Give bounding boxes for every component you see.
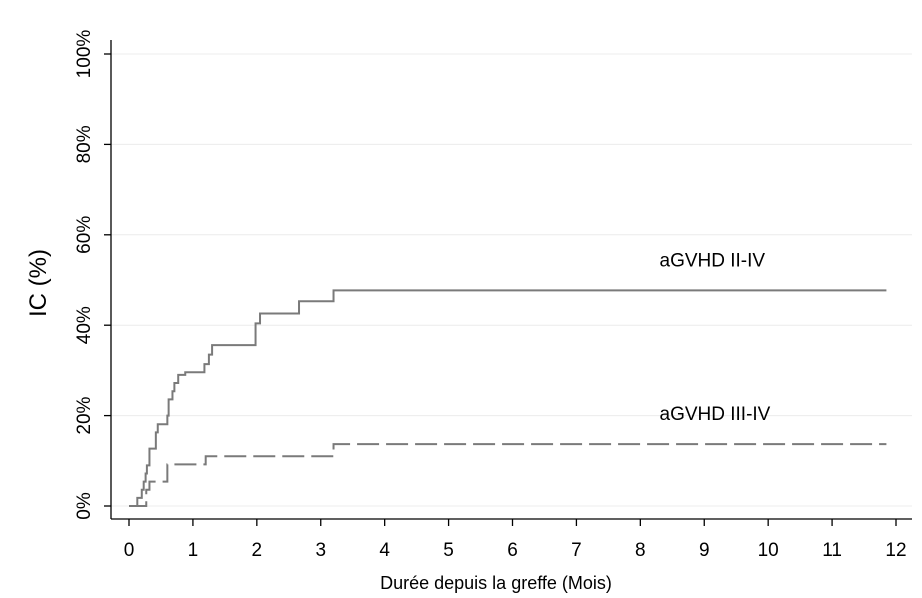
series-label-agvhd-iii-iv: aGVHD III-IV <box>660 404 771 425</box>
x-tick-label: 2 <box>252 540 263 561</box>
x-tick-label: 10 <box>758 540 779 561</box>
x-tick-label: 12 <box>885 540 906 561</box>
axes: 0%20%40%60%80%100%0 1 2 3 4 5 6 7 8 9 10 11 12 <box>74 30 912 561</box>
x-axis-title: Durée depuis la greffe (Mois) <box>380 573 612 593</box>
x-tick-label: 11 <box>822 540 842 561</box>
y-tick-label: 0% <box>74 492 95 520</box>
x-tick-label: 0 <box>124 540 135 561</box>
series-label-agvhd-ii-iv: aGVHD II-IV <box>660 250 766 271</box>
x-tick-label: 5 <box>443 540 454 561</box>
x-tick-label: 3 <box>315 540 326 561</box>
y-tick-label: 60% <box>74 216 95 254</box>
x-tick-label: 8 <box>635 540 646 561</box>
x-tick-label: 1 <box>188 540 199 561</box>
y-tick-label: 20% <box>74 396 95 434</box>
x-tick-label: 4 <box>379 540 390 561</box>
series-line-agvhd-iii-iv <box>129 443 887 507</box>
series-group <box>129 289 887 507</box>
x-tick-label: 7 <box>571 540 582 561</box>
y-tick-label: 40% <box>74 306 95 344</box>
y-tick-label: 80% <box>74 125 95 163</box>
x-tick-label: 9 <box>699 540 710 561</box>
y-tick-label: 100% <box>74 30 95 79</box>
series-line-agvhd-ii-iv <box>129 289 887 507</box>
x-tick-label: 6 <box>507 540 518 561</box>
labels-group: aGVHD II-IV aGVHD III-IV <box>660 250 771 425</box>
y-axis-title: IC (%) <box>25 249 52 317</box>
gridlines <box>111 53 912 507</box>
